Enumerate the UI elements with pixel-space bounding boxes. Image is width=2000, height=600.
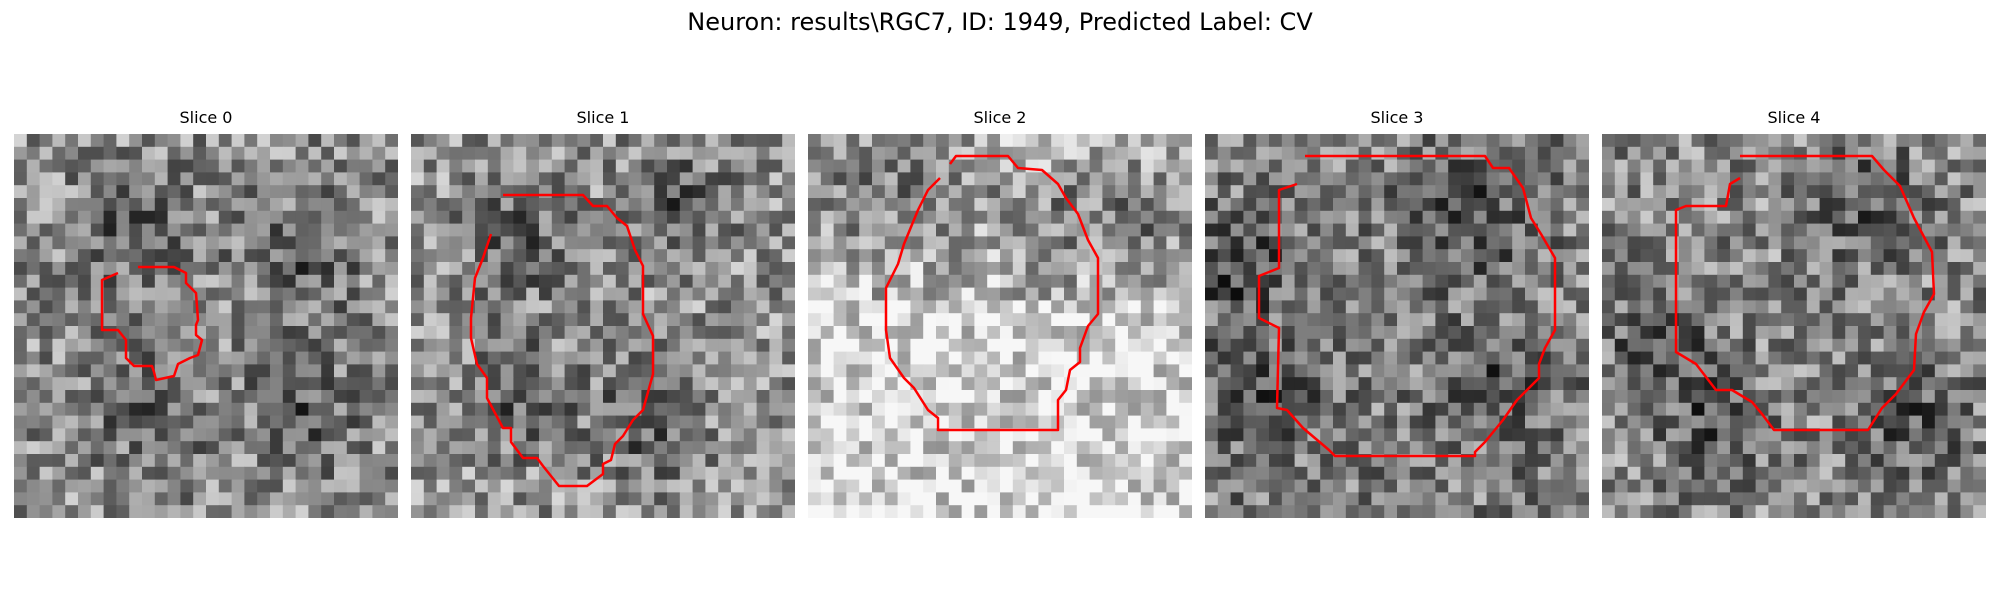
slice-image-3 <box>1205 134 1589 518</box>
slice-panel-1: Slice 1 <box>411 108 795 542</box>
slice-panel-4: Slice 4 <box>1602 108 1986 542</box>
slice-image-0 <box>14 134 398 518</box>
slice-image-2 <box>808 134 1192 518</box>
slice-image-1 <box>411 134 795 518</box>
segmentation-contour-4 <box>1674 154 1936 432</box>
slice-image-4 <box>1602 134 1986 518</box>
slice-title-3: Slice 3 <box>1370 108 1424 127</box>
slice-panel-0: Slice 0 <box>14 108 398 542</box>
segmentation-contour-3 <box>1257 154 1557 458</box>
segmentation-contour-2 <box>884 154 1100 432</box>
slice-title-2: Slice 2 <box>973 108 1027 127</box>
segmentation-contour-1 <box>469 193 655 488</box>
figure-title: Neuron: results\RGC7, ID: 1949, Predicte… <box>687 8 1313 36</box>
slice-title-1: Slice 1 <box>576 108 630 127</box>
slice-panel-3: Slice 3 <box>1205 108 1589 542</box>
slice-title-0: Slice 0 <box>179 108 233 127</box>
slice-title-4: Slice 4 <box>1767 108 1821 127</box>
segmentation-contour-0 <box>100 265 204 382</box>
slice-panel-2: Slice 2 <box>808 108 1192 542</box>
